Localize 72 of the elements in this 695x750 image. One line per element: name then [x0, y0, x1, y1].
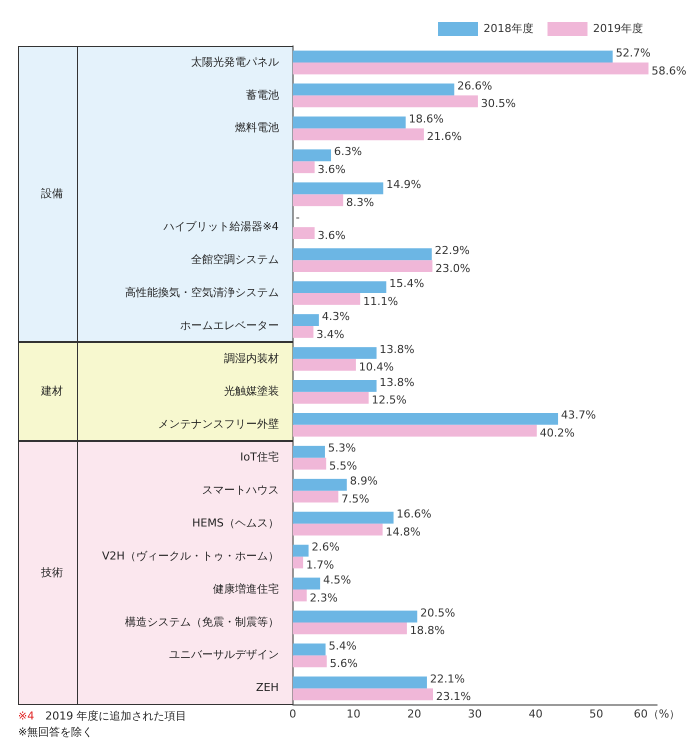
y-tick-label: 太陽光発電パネル	[190, 55, 279, 68]
y-tick-label: ハイブリット給湯器※4	[162, 220, 279, 234]
y-tick-label: HEMS（ヘムス）	[192, 516, 279, 530]
data-label: 23.1%	[436, 690, 471, 704]
data-label: 18.8%	[410, 624, 445, 638]
data-label: 3.6%	[318, 163, 346, 176]
data-label: 20.5%	[420, 606, 456, 620]
data-label: 30.5%	[480, 97, 516, 110]
x-tick-label: 50	[589, 707, 604, 720]
data-label: 4.5%	[323, 573, 352, 586]
data-label: 12.5%	[372, 394, 407, 407]
data-label: 3.6%	[318, 228, 346, 242]
x-tick-label: 0	[289, 707, 296, 720]
y-tick-label: 高性能換気・空気清浄システム	[124, 286, 279, 299]
data-label: 14.9%	[386, 178, 422, 192]
text: -	[296, 211, 300, 224]
legend-label: 2019年度	[593, 22, 644, 35]
data-label: 11.1%	[363, 294, 398, 308]
data-label: 18.6%	[408, 112, 444, 126]
text: 設備	[41, 187, 63, 200]
x-tick-label: 30	[468, 707, 482, 720]
data-label: 13.8%	[380, 376, 415, 389]
data-label: 13.8%	[380, 342, 415, 356]
data-label: 21.6%	[426, 130, 462, 144]
y-tick-label: V2H（ヴィークル・トゥ・ホーム）	[102, 549, 279, 562]
y-tick-label: ZEH	[256, 681, 279, 694]
data-label: 2.3%	[310, 591, 338, 604]
text: ※4 2019 年度に追加された項目	[18, 710, 187, 723]
data-label: 1.7%	[306, 558, 334, 572]
y-tick-label: 光触媒塗装	[224, 384, 279, 398]
data-label: 5.3%	[328, 442, 356, 455]
data-label: 22.9%	[434, 244, 470, 258]
data-label: 4.3%	[322, 310, 350, 323]
y-tick-label: 健康増進住宅	[212, 582, 279, 596]
y-tick-label: 燃料電池	[234, 121, 279, 134]
y-tick-label: 蓄電池	[246, 88, 279, 102]
data-label: 52.7%	[616, 46, 651, 60]
data-label: 16.6%	[396, 508, 432, 521]
data-label: 5.4%	[328, 639, 357, 652]
x-tick-label: 10	[346, 707, 360, 720]
y-tick-label: メンテナンスフリー外壁	[158, 418, 279, 431]
data-label: 7.5%	[341, 492, 370, 506]
data-label: 22.1%	[430, 672, 465, 686]
x-tick-label: 60（%）	[634, 707, 680, 720]
data-label: 10.4%	[358, 360, 394, 374]
data-label: 26.6%	[457, 79, 492, 92]
data-label: 2.6%	[312, 540, 340, 554]
legend-label: 2018年度	[484, 22, 534, 35]
data-label: 43.7%	[561, 408, 596, 422]
y-tick-label: IoT住宅	[240, 450, 279, 464]
data-label: 3.4%	[316, 328, 344, 341]
data-label: 6.3%	[334, 145, 362, 158]
text: 建材	[40, 384, 63, 398]
x-tick-label: 40	[528, 707, 543, 720]
data-label: 23.0%	[435, 262, 470, 275]
data-label: 58.6%	[652, 64, 686, 78]
data-label: 8.9%	[350, 474, 378, 488]
text: ※無回答を除く	[18, 726, 94, 739]
data-label: 5.6%	[330, 657, 358, 670]
data-label: 14.8%	[386, 525, 421, 538]
y-tick-label: 全館空調システム	[190, 252, 279, 266]
text: 技術	[40, 566, 63, 579]
y-tick-label: スマートハウス	[202, 484, 279, 497]
data-label: 40.2%	[540, 426, 575, 440]
data-label: 15.4%	[389, 276, 424, 290]
y-tick-label: 構造システム（免震・制震等）	[124, 615, 279, 628]
data-label: 5.5%	[329, 460, 358, 473]
data-label: 8.3%	[346, 196, 374, 210]
y-tick-label: ホームエレベーター	[180, 318, 279, 332]
y-tick-label: 調湿内装材	[224, 352, 279, 365]
x-tick-label: 20	[407, 707, 422, 720]
y-tick-label: ユニバーサルデザイン	[168, 648, 279, 662]
